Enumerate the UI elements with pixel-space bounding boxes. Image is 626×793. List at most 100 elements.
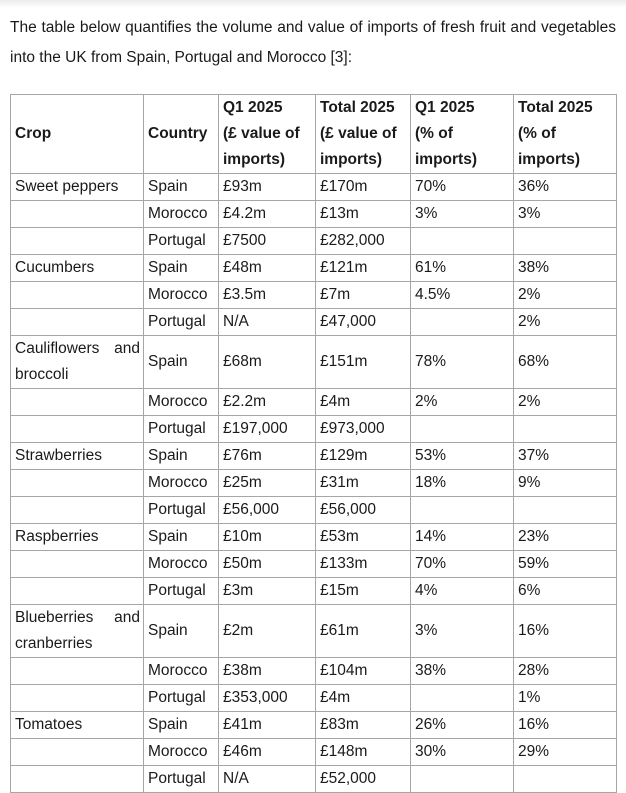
total-2025-percent-cell: 2% <box>513 388 617 416</box>
total-2025-value-cell: £133m <box>315 550 411 578</box>
column-header-q1-2025-percent: Q1 2025 (% of imports) <box>410 94 514 174</box>
q1-2025-percent-cell <box>410 765 514 793</box>
total-2025-value-cell: £282,000 <box>315 227 411 255</box>
crop-cell <box>10 684 144 712</box>
crop-cell: Tomatoes <box>10 711 144 739</box>
table-row: Morocco £38m £104m 38% 28% <box>10 657 617 685</box>
total-2025-value-cell: £7m <box>315 281 411 309</box>
country-cell: Spain <box>143 335 219 389</box>
country-cell: Morocco <box>143 200 219 228</box>
total-2025-value-cell: £170m <box>315 173 411 201</box>
country-cell: Spain <box>143 254 219 282</box>
table-row: Raspberries Spain £10m £53m 14% 23% <box>10 523 617 551</box>
total-2025-value-cell: £148m <box>315 738 411 766</box>
q1-2025-percent-cell: 18% <box>410 469 514 497</box>
table-row: Cauliflowers and broccoli Spain £68m £151m 7… <box>10 335 617 389</box>
total-2025-percent-cell: 2% <box>513 281 617 309</box>
total-2025-value-cell: £13m <box>315 200 411 228</box>
q1-2025-value-cell: N/A <box>218 765 316 793</box>
total-2025-percent-cell <box>513 415 617 443</box>
column-header-country: Country <box>143 94 219 174</box>
total-2025-percent-cell: 38% <box>513 254 617 282</box>
crop-cell <box>10 469 144 497</box>
table-row: Portugal £353,000 £4m 1% <box>10 684 617 712</box>
q1-2025-value-cell: £3m <box>218 577 316 605</box>
country-cell: Spain <box>143 711 219 739</box>
total-2025-value-cell: £129m <box>315 442 411 470</box>
q1-2025-percent-cell <box>410 227 514 255</box>
total-2025-value-cell: £56,000 <box>315 496 411 524</box>
q1-2025-value-cell: £56,000 <box>218 496 316 524</box>
q1-2025-percent-cell: 30% <box>410 738 514 766</box>
table-row: Portugal £3m £15m 4% 6% <box>10 577 617 605</box>
imports-table: Crop Country Q1 2025 (£ value of imports) T… <box>10 94 617 793</box>
country-cell: Portugal <box>143 684 219 712</box>
total-2025-percent-cell: 68% <box>513 335 617 389</box>
q1-2025-percent-cell: 38% <box>410 657 514 685</box>
total-2025-value-cell: £4m <box>315 684 411 712</box>
crop-cell <box>10 657 144 685</box>
crop-cell <box>10 308 144 336</box>
table-row: Sweet peppers Spain £93m £170m 70% 36% <box>10 173 617 201</box>
total-2025-value-cell: £973,000 <box>315 415 411 443</box>
table-row: Strawberries Spain £76m £129m 53% 37% <box>10 442 617 470</box>
table-row: Portugal £56,000 £56,000 <box>10 496 617 524</box>
total-2025-percent-cell: 59% <box>513 550 617 578</box>
country-cell: Spain <box>143 442 219 470</box>
total-2025-value-cell: £15m <box>315 577 411 605</box>
table-row: Morocco £46m £148m 30% 29% <box>10 738 617 766</box>
column-header-q1-2025-value: Q1 2025 (£ value of imports) <box>218 94 316 174</box>
q1-2025-value-cell: £3.5m <box>218 281 316 309</box>
q1-2025-value-cell: £41m <box>218 711 316 739</box>
table-row: Portugal £7500 £282,000 <box>10 227 617 255</box>
q1-2025-value-cell: £48m <box>218 254 316 282</box>
q1-2025-percent-cell: 3% <box>410 200 514 228</box>
q1-2025-value-cell: £7500 <box>218 227 316 255</box>
total-2025-percent-cell: 6% <box>513 577 617 605</box>
country-cell: Morocco <box>143 281 219 309</box>
total-2025-value-cell: £151m <box>315 335 411 389</box>
crop-cell <box>10 388 144 416</box>
q1-2025-percent-cell: 26% <box>410 711 514 739</box>
crop-cell <box>10 227 144 255</box>
table-row: Portugal N/A £52,000 <box>10 765 617 793</box>
country-cell: Portugal <box>143 308 219 336</box>
crop-cell: Raspberries <box>10 523 144 551</box>
q1-2025-value-cell: £46m <box>218 738 316 766</box>
q1-2025-value-cell: £76m <box>218 442 316 470</box>
table-row: Morocco £50m £133m 70% 59% <box>10 550 617 578</box>
total-2025-percent-cell: 16% <box>513 711 617 739</box>
q1-2025-percent-cell: 4% <box>410 577 514 605</box>
total-2025-value-cell: £61m <box>315 604 411 658</box>
table-row: Cucumbers Spain £48m £121m 61% 38% <box>10 254 617 282</box>
q1-2025-percent-cell: 70% <box>410 550 514 578</box>
crop-cell <box>10 738 144 766</box>
total-2025-value-cell: £83m <box>315 711 411 739</box>
total-2025-value-cell: £31m <box>315 469 411 497</box>
crop-cell: Cauliflowers and broccoli <box>10 335 144 389</box>
q1-2025-value-cell: £68m <box>218 335 316 389</box>
total-2025-percent-cell: 28% <box>513 657 617 685</box>
total-2025-percent-cell <box>513 496 617 524</box>
q1-2025-value-cell: £353,000 <box>218 684 316 712</box>
crop-cell: Blueberries and cranberries <box>10 604 144 658</box>
crop-cell <box>10 550 144 578</box>
crop-cell <box>10 765 144 793</box>
q1-2025-percent-cell: 61% <box>410 254 514 282</box>
q1-2025-value-cell: £2m <box>218 604 316 658</box>
total-2025-percent-cell: 1% <box>513 684 617 712</box>
q1-2025-percent-cell: 4.5% <box>410 281 514 309</box>
q1-2025-percent-cell: 53% <box>410 442 514 470</box>
country-cell: Spain <box>143 523 219 551</box>
crop-cell: Cucumbers <box>10 254 144 282</box>
q1-2025-percent-cell: 2% <box>410 388 514 416</box>
q1-2025-percent-cell: 70% <box>410 173 514 201</box>
crop-cell <box>10 496 144 524</box>
table-row: Morocco £25m £31m 18% 9% <box>10 469 617 497</box>
q1-2025-percent-cell <box>410 415 514 443</box>
total-2025-percent-cell <box>513 765 617 793</box>
total-2025-value-cell: £52,000 <box>315 765 411 793</box>
country-cell: Morocco <box>143 469 219 497</box>
total-2025-percent-cell <box>513 227 617 255</box>
